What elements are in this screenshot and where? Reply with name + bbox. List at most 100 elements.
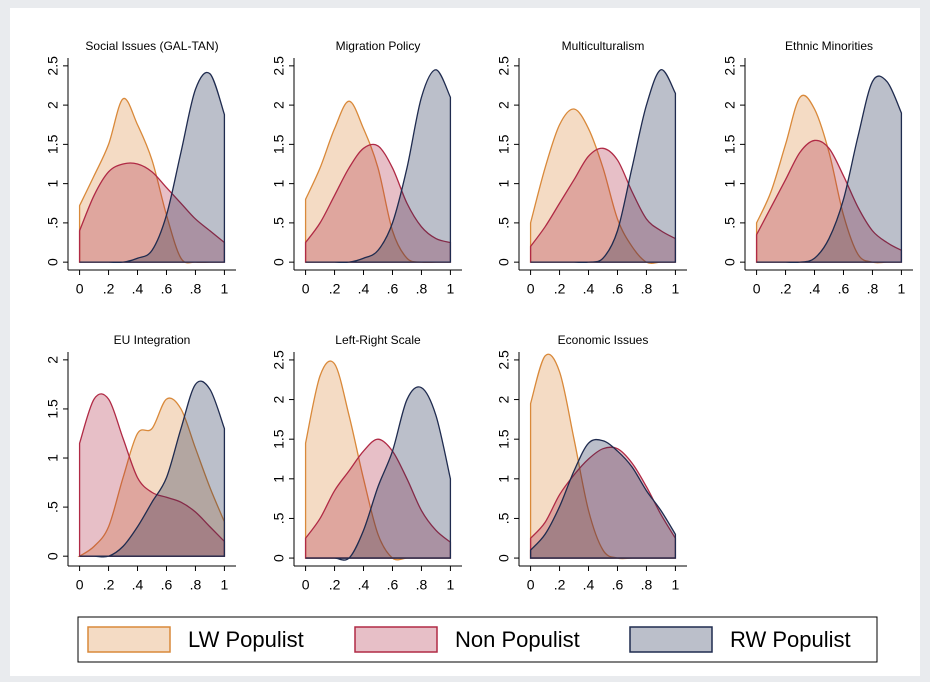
y-tick-label: 1	[496, 475, 512, 483]
x-tick-label: .4	[583, 577, 595, 593]
density-area	[78, 162, 226, 263]
y-tick-label: 2.5	[271, 56, 287, 76]
x-tick-label: 0	[527, 577, 535, 593]
x-tick-label: .2	[103, 281, 115, 297]
x-tick-label: .2	[554, 281, 566, 297]
legend-swatch	[354, 626, 438, 653]
y-tick-label: 2.5	[496, 350, 512, 370]
legend-label: LW Populist	[188, 627, 304, 652]
y-tick-label: .5	[45, 501, 61, 513]
y-tick-label: 1.5	[271, 134, 287, 154]
panel-title: EU Integration	[114, 333, 191, 347]
density-area	[79, 380, 226, 558]
y-tick-label: .5	[271, 512, 287, 524]
density-area	[304, 438, 452, 559]
y-tick-label: 0	[271, 258, 287, 266]
y-tick-label: 2	[271, 101, 287, 109]
panel-title: Ethnic Minorities	[785, 39, 873, 53]
graph-region	[10, 8, 920, 676]
x-tick-label: 0	[753, 281, 761, 297]
y-tick-label: 1.5	[722, 134, 738, 154]
y-tick-label: 1	[722, 180, 738, 188]
legend-label: RW Populist	[730, 627, 851, 652]
x-tick-label: .4	[809, 281, 821, 297]
x-tick-label: 1	[447, 281, 455, 297]
density-area	[529, 108, 676, 264]
y-tick-label: 1	[45, 454, 61, 462]
y-tick-label: 2.5	[271, 350, 287, 370]
x-tick-label: 1	[672, 281, 680, 297]
density-area	[304, 143, 452, 263]
y-tick-label: 0	[271, 554, 287, 562]
x-tick-label: .4	[358, 577, 370, 593]
density-area	[79, 71, 226, 264]
y-tick-label: 1.5	[496, 429, 512, 449]
legend-swatch	[629, 626, 713, 653]
x-tick-label: .6	[612, 281, 624, 297]
x-tick-label: 1	[672, 577, 680, 593]
x-tick-label: .6	[161, 281, 173, 297]
x-tick-label: .8	[190, 577, 202, 593]
x-tick-label: .2	[780, 281, 792, 297]
y-tick-label: 0	[45, 552, 61, 560]
density-area	[305, 386, 452, 561]
x-tick-label: 1	[898, 281, 906, 297]
y-tick-label: 2.5	[722, 56, 738, 76]
y-tick-label: 2	[496, 395, 512, 403]
x-tick-label: .2	[103, 577, 115, 593]
y-tick-label: 1	[45, 180, 61, 188]
x-tick-label: .8	[190, 281, 202, 297]
y-tick-label: 1	[271, 475, 287, 483]
x-tick-label: .4	[583, 281, 595, 297]
y-tick-label: 1	[271, 180, 287, 188]
density-area	[530, 69, 677, 264]
y-tick-label: .5	[722, 217, 738, 229]
density-area	[529, 438, 677, 559]
y-tick-label: 1.5	[271, 429, 287, 449]
x-tick-label: .6	[612, 577, 624, 593]
panel-title: Social Issues (GAL-TAN)	[85, 39, 218, 53]
x-tick-label: .8	[641, 281, 653, 297]
density-area	[529, 147, 677, 263]
legend-box	[77, 616, 878, 663]
x-tick-label: 1	[447, 577, 455, 593]
panel-title: Left-Right Scale	[335, 333, 421, 347]
density-area	[77, 397, 226, 557]
y-tick-label: 1.5	[45, 134, 61, 154]
x-tick-label: .8	[416, 577, 428, 593]
x-tick-label: 0	[527, 281, 535, 297]
x-tick-label: 0	[76, 281, 84, 297]
x-tick-label: .8	[416, 281, 428, 297]
y-tick-label: 2	[45, 356, 61, 364]
y-tick-label: 2	[496, 101, 512, 109]
density-area	[305, 69, 452, 264]
x-tick-label: .6	[161, 577, 173, 593]
y-tick-label: 1.5	[496, 134, 512, 154]
x-tick-label: .2	[329, 577, 341, 593]
x-tick-label: .2	[554, 577, 566, 593]
x-tick-label: .4	[132, 577, 144, 593]
legend-label: Non Populist	[455, 627, 580, 652]
x-tick-label: 1	[221, 577, 229, 593]
panel-title: Multiculturalism	[562, 39, 645, 53]
y-tick-label: 0	[45, 258, 61, 266]
y-tick-label: 2.5	[496, 56, 512, 76]
y-tick-label: 0	[496, 554, 512, 562]
y-tick-label: 1	[496, 180, 512, 188]
x-tick-label: 0	[76, 577, 84, 593]
x-tick-label: .6	[387, 281, 399, 297]
y-tick-label: 2	[271, 395, 287, 403]
density-area	[755, 139, 903, 263]
legend-swatch	[87, 626, 171, 653]
x-tick-label: .6	[387, 577, 399, 593]
x-tick-label: 0	[302, 281, 310, 297]
x-tick-label: .4	[358, 281, 370, 297]
x-tick-label: .2	[329, 281, 341, 297]
density-area	[78, 393, 226, 557]
panel-title: Economic Issues	[558, 333, 649, 347]
y-tick-label: .5	[271, 217, 287, 229]
y-tick-label: .5	[45, 217, 61, 229]
y-tick-label: 2	[45, 101, 61, 109]
